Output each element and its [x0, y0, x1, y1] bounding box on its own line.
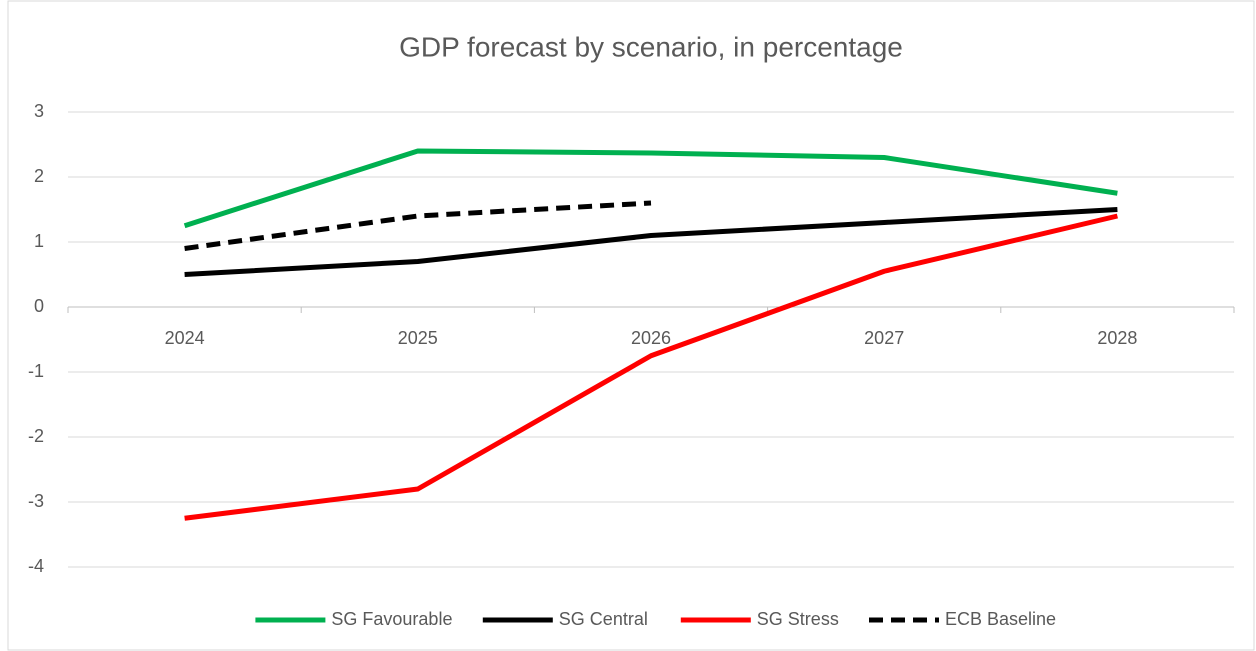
- y-tick-label: -4: [28, 556, 44, 576]
- y-tick-label: 0: [34, 296, 44, 316]
- x-tick-label: 2025: [398, 328, 438, 348]
- chart-border: [7, 0, 1255, 651]
- legend-label: SG Stress: [757, 609, 839, 629]
- y-tick-label: 3: [34, 101, 44, 121]
- x-tick-label: 2028: [1097, 328, 1137, 348]
- y-tick-label: -1: [28, 361, 44, 381]
- x-tick-label: 2026: [631, 328, 671, 348]
- series-line: [184, 213, 1118, 521]
- x-tick-label: 2024: [165, 328, 205, 348]
- series-line: [184, 200, 652, 251]
- y-tick-label: 1: [34, 231, 44, 251]
- y-tick-label: -2: [28, 426, 44, 446]
- chart-title: GDP forecast by scenario, in percentage: [399, 31, 903, 62]
- y-tick-label: -3: [28, 491, 44, 511]
- x-tick-label: 2027: [864, 328, 904, 348]
- legend-label: SG Central: [559, 609, 648, 629]
- y-tick-label: 2: [34, 166, 44, 186]
- series-line: [183, 148, 1118, 229]
- legend-label: SG Favourable: [331, 609, 452, 629]
- legend-label: ECB Baseline: [945, 609, 1056, 629]
- series-line: [184, 207, 1118, 277]
